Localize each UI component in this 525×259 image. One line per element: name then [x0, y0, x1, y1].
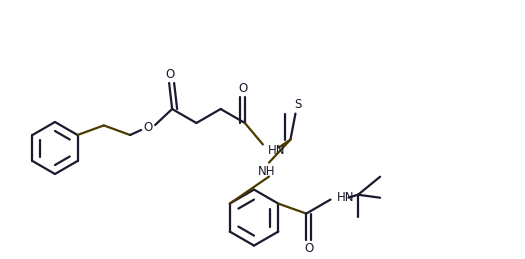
Text: S: S — [294, 98, 301, 111]
Text: O: O — [304, 242, 314, 255]
Text: O: O — [238, 82, 247, 95]
Text: O: O — [143, 120, 153, 133]
Text: NH: NH — [258, 165, 276, 178]
Text: HN: HN — [268, 144, 286, 157]
Text: O: O — [165, 68, 175, 81]
Text: HN: HN — [337, 191, 354, 204]
